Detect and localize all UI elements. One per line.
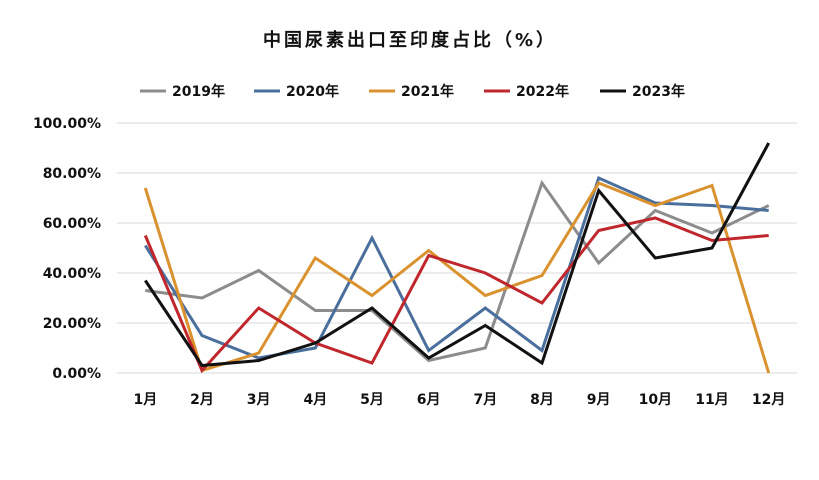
x-tick-label: 4月 (303, 392, 327, 408)
legend-label: 2021年 (401, 83, 454, 100)
x-tick-label: 10月 (639, 392, 672, 408)
legend-label: 2020年 (286, 83, 339, 100)
chart-title: 中国尿素出口至印度占比（%） (263, 29, 557, 51)
series-line-4 (144, 142, 771, 368)
legend-label: 2019年 (172, 83, 225, 100)
y-axis-ticks: 0.00% 20.00% 40.00% 60.00% 80.00% 100.00% (33, 116, 101, 382)
y-tick-label: 20.00% (43, 316, 101, 332)
y-tick-label: 80.00% (43, 166, 101, 182)
x-tick-label: 11月 (695, 392, 728, 408)
y-tick-label: 100.00% (33, 116, 101, 132)
gridlines (117, 122, 797, 374)
y-tick-label: 40.00% (43, 266, 101, 282)
x-tick-label: 2月 (190, 392, 214, 408)
series-lines (143, 142, 771, 374)
legend-label: 2022年 (516, 83, 569, 100)
x-tick-label: 5月 (360, 392, 384, 408)
x-tick-label: 7月 (473, 392, 497, 408)
x-tick-label: 1月 (133, 392, 157, 408)
x-tick-label: 8月 (530, 392, 554, 408)
x-tick-label: 12月 (752, 392, 785, 408)
x-tick-label: 9月 (587, 392, 611, 408)
series-line-3 (143, 216, 769, 374)
y-tick-label: 60.00% (43, 216, 101, 232)
y-tick-label: 0.00% (52, 366, 101, 382)
series-line-0 (145, 179, 770, 363)
series-line-2 (143, 181, 771, 374)
x-tick-label: 6月 (417, 392, 441, 408)
x-axis-ticks: 1月 2月 3月 4月 5月 6月 7月 8月 9月 10月 11月 12月 (133, 392, 785, 408)
legend-label: 2023年 (632, 83, 685, 100)
legend: 2019年 2020年 2021年 2022年 2023年 (140, 83, 685, 100)
x-tick-label: 3月 (247, 392, 271, 408)
